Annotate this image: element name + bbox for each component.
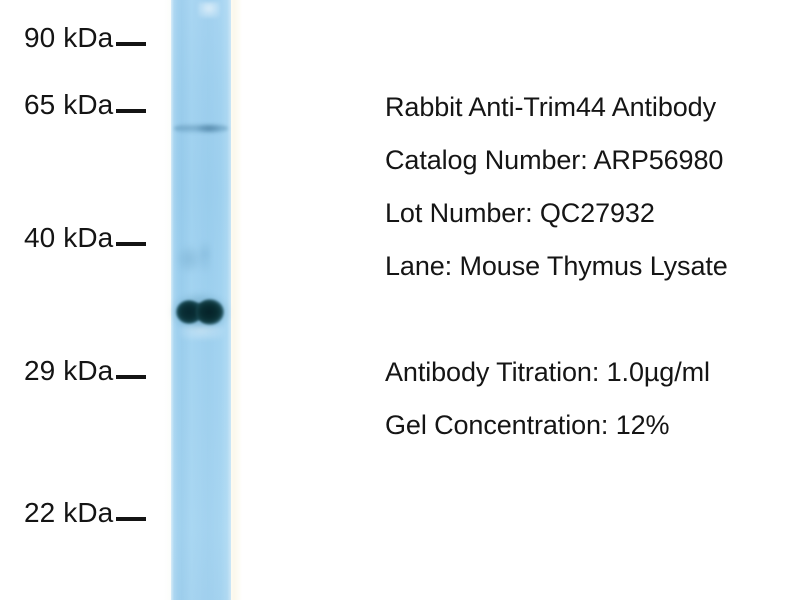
annotation-antibody-titration: Antibody Titration: 1.0µg/ml: [385, 357, 710, 387]
lane-top-speckle: [198, 2, 220, 18]
marker-40kda: 40 kDa: [24, 222, 147, 254]
blot-band-faint-mid-streak: [200, 240, 210, 274]
marker-dash-40kda: [116, 242, 147, 246]
annotation-lane-description: Lane: Mouse Thymus Lysate: [385, 251, 728, 281]
marker-22kda: 22 kDa: [24, 497, 147, 529]
marker-29kda: 29 kDa: [24, 355, 147, 387]
marker-dash-90kda: [116, 42, 147, 46]
marker-label-40kda: 40 kDa: [24, 222, 114, 253]
marker-dash-65kda: [116, 109, 147, 113]
blot-band-faint-upper-core: [196, 124, 222, 133]
blot-band-faint-mid: [177, 246, 201, 272]
annotation-antibody-name: Rabbit Anti-Trim44 Antibody: [385, 92, 716, 122]
annotation-catalog-number: Catalog Number: ARP56980: [385, 145, 724, 175]
annotation-gel-concentration: Gel Concentration: 12%: [385, 410, 670, 440]
marker-label-29kda: 29 kDa: [24, 355, 114, 386]
gel-lane-container: [164, 0, 242, 600]
marker-90kda: 90 kDa: [24, 22, 147, 54]
annotation-lot-number: Lot Number: QC27932: [385, 198, 655, 228]
marker-65kda: 65 kDa: [24, 89, 147, 121]
marker-dash-29kda: [116, 375, 147, 379]
gel-lane-streaks: [171, 0, 231, 600]
blot-band-primary-right: [196, 299, 224, 325]
marker-label-22kda: 22 kDa: [24, 497, 114, 528]
blot-band-faint-upper: [174, 123, 228, 134]
marker-label-65kda: 65 kDa: [24, 89, 114, 120]
blot-band-primary-underglow: [180, 326, 224, 340]
marker-dash-22kda: [116, 517, 147, 521]
marker-label-90kda: 90 kDa: [24, 22, 114, 53]
gel-lane-strip: [171, 0, 231, 600]
